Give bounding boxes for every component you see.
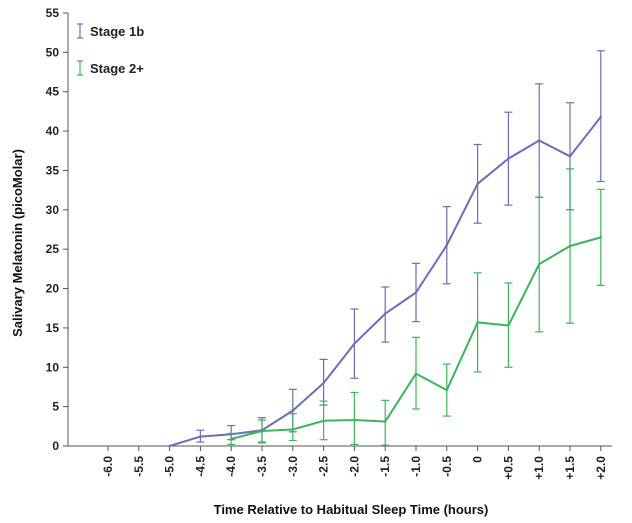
x-axis-title: Time Relative to Habitual Sleep Time (ho…: [214, 502, 489, 517]
data-point: [322, 381, 325, 385]
y-tick-label: 0: [52, 439, 59, 453]
data-point: [476, 321, 479, 324]
x-tick-label: -1.5: [378, 456, 392, 477]
data-point: [322, 419, 325, 423]
x-tick-label: -4.5: [193, 456, 207, 477]
legend-label: Stage 1b: [90, 24, 144, 39]
data-point: [538, 139, 541, 142]
data-point: [568, 155, 572, 158]
x-tick-label: -3.0: [286, 456, 300, 477]
y-tick-label: 15: [46, 321, 60, 335]
series-layer: [168, 50, 605, 448]
data-point: [507, 157, 510, 160]
x-tick-label: +1.5: [563, 456, 577, 480]
x-tick-label: -0.5: [440, 456, 454, 477]
y-tick-label: 30: [46, 203, 60, 217]
data-point: [599, 236, 602, 239]
data-point: [507, 324, 510, 327]
series-2: [227, 168, 605, 446]
legend-label: Stage 2+: [90, 61, 144, 76]
legend-item: Stage 2+: [77, 60, 144, 76]
legend: Stage 1b Stage 2+: [77, 23, 144, 76]
data-point: [414, 372, 418, 375]
legend-item: Stage 1b: [77, 23, 144, 39]
series-line: [169, 116, 602, 447]
data-point: [384, 420, 387, 423]
y-axis: 0 5 10 15 20 25 30 35 40 45 50 55: [46, 6, 69, 453]
data-point: [353, 418, 356, 422]
data-point: [384, 312, 387, 315]
data-point: [230, 437, 233, 441]
data-point: [476, 182, 479, 186]
x-tick-label: -3.5: [255, 456, 269, 477]
x-tick-label: 0: [471, 456, 485, 463]
y-tick-label: 50: [46, 45, 60, 59]
data-point: [445, 244, 448, 247]
y-tick-label: 20: [46, 282, 60, 296]
data-point: [599, 115, 602, 119]
x-tick-label: -5.5: [132, 456, 146, 477]
y-tick-label: 35: [46, 163, 60, 177]
data-point: [538, 262, 541, 266]
data-point: [168, 444, 171, 448]
x-tick-label: +1.0: [532, 456, 546, 480]
x-axis: -6.0 -5.5 -5.0 -4.5 -4.0 -3.5 -3.0 -2.5 -2.0 -1.5…: [68, 445, 612, 480]
y-tick-label: 40: [46, 124, 60, 138]
x-tick-label: -2.5: [317, 456, 331, 477]
x-tick-label: -4.0: [224, 456, 238, 477]
x-tick-label: -1.0: [409, 456, 423, 477]
data-point: [445, 388, 448, 392]
y-tick-label: 25: [46, 242, 60, 256]
y-axis-title: Salivary Melatonin (picoMolar): [10, 149, 25, 337]
x-tick-label: -6.0: [101, 456, 115, 477]
data-point: [260, 429, 264, 433]
data-point: [291, 409, 294, 412]
y-tick-label: 5: [52, 400, 59, 414]
data-point: [414, 291, 418, 294]
x-tick-label: -2.0: [347, 456, 361, 477]
data-point: [199, 435, 202, 438]
y-tick-label: 10: [46, 360, 60, 374]
x-tick-label: +2.0: [594, 456, 608, 480]
y-tick-label: 45: [46, 85, 60, 99]
data-point: [353, 342, 356, 345]
data-point: [568, 244, 572, 248]
y-tick-label: 55: [46, 6, 60, 20]
x-tick-label: +0.5: [501, 456, 515, 480]
x-tick-label: -5.0: [163, 456, 177, 477]
data-point: [291, 428, 294, 431]
